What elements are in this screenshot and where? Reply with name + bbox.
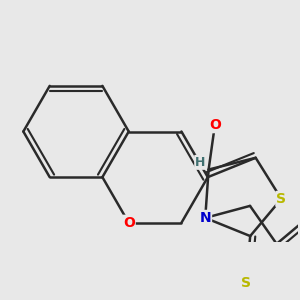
Text: O: O (209, 118, 221, 132)
Text: O: O (123, 216, 135, 230)
Text: H: H (195, 156, 206, 169)
Text: S: S (241, 276, 251, 290)
Text: S: S (276, 192, 286, 206)
Text: N: N (200, 211, 211, 225)
